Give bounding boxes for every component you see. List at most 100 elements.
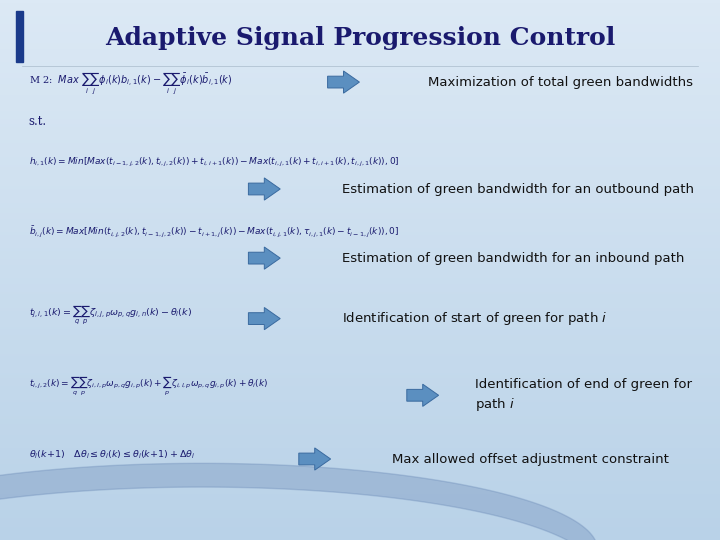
Bar	[0, 176, 720, 178]
Bar	[0, 475, 720, 478]
Bar	[0, 491, 720, 494]
Bar	[0, 70, 720, 73]
Text: Identification of end of green for
path $i$: Identification of end of green for path …	[475, 378, 692, 413]
Bar	[0, 68, 720, 70]
Bar	[0, 427, 720, 429]
Bar	[0, 313, 720, 316]
Text: Maximization of total green bandwidths: Maximization of total green bandwidths	[428, 76, 693, 89]
Bar	[0, 51, 720, 54]
Text: Estimation of green bandwidth for an inbound path: Estimation of green bandwidth for an inb…	[342, 252, 685, 265]
Bar	[0, 232, 720, 235]
Bar	[0, 202, 720, 205]
Bar	[0, 54, 720, 57]
Bar	[0, 408, 720, 410]
Bar	[0, 138, 720, 140]
Bar	[0, 340, 720, 343]
Bar	[0, 103, 720, 105]
Bar	[0, 49, 720, 51]
Bar	[0, 451, 720, 454]
Bar	[0, 535, 720, 537]
Bar	[16, 11, 23, 62]
Bar	[0, 370, 720, 373]
Bar	[0, 329, 720, 332]
Bar	[0, 402, 720, 405]
Bar	[0, 178, 720, 181]
Bar	[0, 105, 720, 108]
Bar	[0, 389, 720, 392]
Bar	[0, 348, 720, 351]
Bar	[0, 338, 720, 340]
Bar	[0, 192, 720, 194]
Bar	[0, 197, 720, 200]
Bar	[0, 219, 720, 221]
Bar	[0, 111, 720, 113]
Text: Identification of start of green for path $i$: Identification of start of green for pat…	[342, 310, 607, 327]
Bar	[0, 502, 720, 505]
Bar	[0, 362, 720, 364]
Bar	[0, 373, 720, 375]
Bar	[0, 32, 720, 35]
Bar	[0, 378, 720, 381]
Text: Estimation of green bandwidth for an outbound path: Estimation of green bandwidth for an out…	[342, 183, 694, 195]
Bar	[0, 170, 720, 173]
Text: $h_{i,1}(k) = Min[Max(t_{i-1,j,2}(k), t_{i,j,2}(k)) + t_{i,i+1}(k)) - Max(t_{i,j: $h_{i,1}(k) = Min[Max(t_{i-1,j,2}(k), t_…	[29, 156, 400, 168]
Bar	[0, 413, 720, 416]
Bar	[0, 246, 720, 248]
Bar	[0, 81, 720, 84]
Bar	[0, 481, 720, 483]
Bar	[0, 200, 720, 202]
Bar	[0, 424, 720, 427]
Bar	[0, 526, 720, 529]
Bar	[0, 216, 720, 219]
Bar	[0, 367, 720, 370]
Bar	[0, 464, 720, 467]
Bar	[0, 256, 720, 259]
Bar	[0, 211, 720, 213]
Bar	[0, 300, 720, 302]
Bar	[0, 0, 720, 3]
Bar	[0, 243, 720, 246]
Bar	[0, 108, 720, 111]
Bar	[0, 416, 720, 418]
Bar	[0, 100, 720, 103]
Bar	[0, 332, 720, 335]
Bar	[0, 119, 720, 122]
FancyArrow shape	[328, 71, 359, 93]
Bar	[0, 356, 720, 359]
Bar	[0, 86, 720, 89]
Bar	[0, 321, 720, 324]
Bar	[0, 186, 720, 189]
Bar	[0, 448, 720, 451]
Bar	[0, 397, 720, 400]
Bar	[0, 227, 720, 229]
Bar	[0, 230, 720, 232]
Bar	[0, 521, 720, 524]
Bar	[0, 505, 720, 508]
Bar	[0, 19, 720, 22]
Bar	[0, 89, 720, 92]
Bar	[0, 267, 720, 270]
Bar	[0, 24, 720, 27]
Bar	[0, 443, 720, 445]
Bar	[0, 22, 720, 24]
Bar	[0, 278, 720, 281]
Bar	[0, 165, 720, 167]
Bar	[0, 462, 720, 464]
Bar	[0, 386, 720, 389]
Bar	[0, 73, 720, 76]
Bar	[0, 446, 720, 448]
Bar	[0, 418, 720, 421]
Bar	[0, 122, 720, 124]
Bar	[0, 162, 720, 165]
Bar	[0, 284, 720, 286]
Bar	[0, 159, 720, 162]
Bar	[0, 130, 720, 132]
Bar	[0, 113, 720, 116]
Bar	[0, 59, 720, 62]
Bar	[0, 240, 720, 243]
Bar	[0, 46, 720, 49]
Bar	[0, 259, 720, 262]
Bar	[0, 359, 720, 362]
Bar	[0, 319, 720, 321]
Bar	[0, 30, 720, 32]
